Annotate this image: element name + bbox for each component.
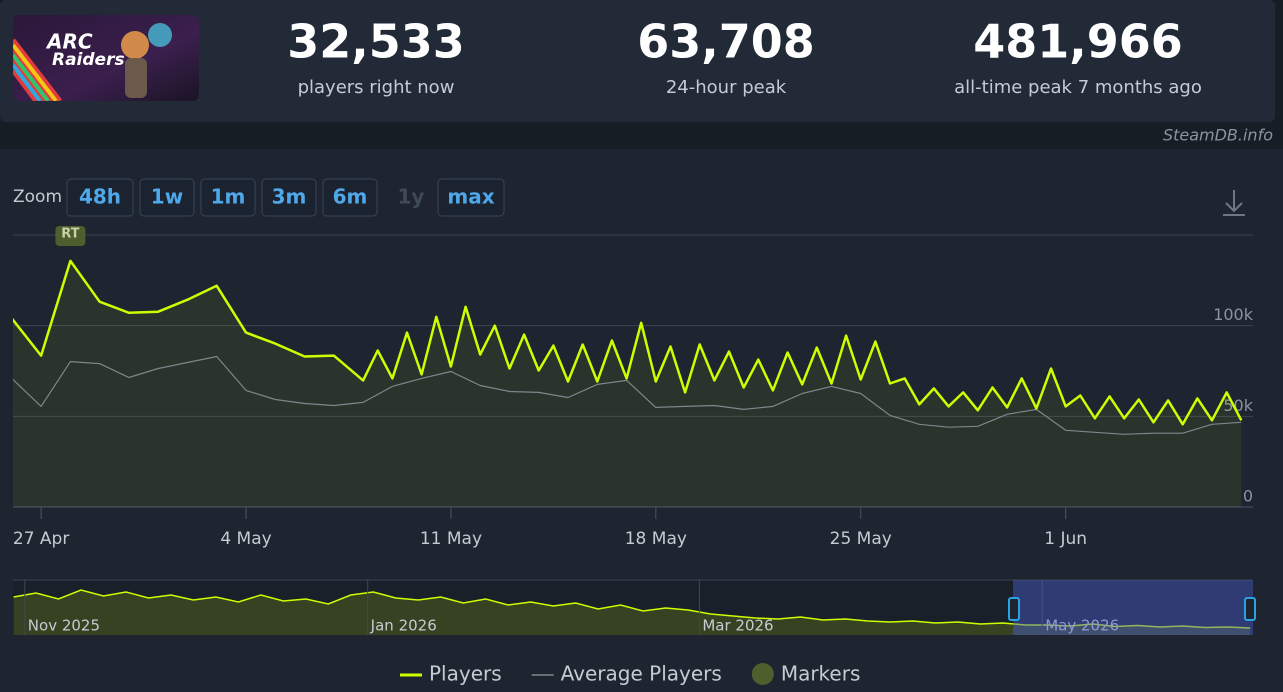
y-tick-label: 0: [1243, 487, 1253, 506]
stat-value: 481,966: [973, 15, 1183, 69]
x-tick-label: 11 May: [420, 529, 482, 549]
stat-label: players right now: [298, 77, 455, 98]
zoom-button[interactable]: [322, 178, 378, 217]
zoom-button[interactable]: [200, 178, 256, 217]
game-logo: ARC Raiders: [13, 15, 199, 101]
logo-figure: [125, 58, 147, 98]
zoom-label: Zoom: [13, 187, 62, 207]
download-icon[interactable]: [1223, 190, 1245, 216]
zoom-button-label[interactable]: 6m: [333, 185, 368, 209]
legend-label[interactable]: Average Players: [561, 662, 722, 686]
navigator-handle[interactable]: [1008, 597, 1020, 621]
x-tick-label: 25 May: [830, 529, 892, 549]
navigator-handle[interactable]: [1244, 597, 1256, 621]
navigator-tick-label: May 2026: [1045, 617, 1119, 635]
zoom-button-label[interactable]: 3m: [272, 185, 307, 209]
series-area: [13, 260, 1242, 507]
stat-value: 32,533: [287, 15, 465, 69]
marker-label: RT: [61, 227, 79, 242]
header-panel: [0, 0, 1275, 122]
zoom-button[interactable]: [261, 178, 317, 217]
logo-stripe: [13, 63, 42, 101]
zoom-button-label[interactable]: 48h: [79, 185, 121, 209]
logo-figure: [148, 23, 172, 47]
logo-stripe: [13, 43, 58, 101]
zoom-button-label: 1y: [398, 185, 425, 209]
zoom-button-label[interactable]: max: [447, 185, 494, 209]
legend-swatch: [751, 663, 774, 685]
logo-text: Raiders: [52, 50, 125, 70]
logo-text: ARC: [45, 30, 93, 54]
zoom-button[interactable]: [437, 178, 505, 217]
navigator-tick-label: Jan 2026: [370, 617, 437, 635]
credit: SteamDB.info: [1163, 126, 1273, 145]
series-line: [13, 259, 1243, 426]
zoom-button[interactable]: [66, 178, 134, 217]
legend-label[interactable]: Markers: [781, 662, 861, 686]
legend-label[interactable]: Players: [429, 662, 502, 686]
zoom-button-label[interactable]: 1w: [151, 185, 183, 209]
y-tick-label: 100k: [1213, 305, 1254, 324]
logo-stripes: [13, 38, 62, 101]
x-tick-label: 27 Apr: [13, 529, 69, 549]
x-tick-label: 4 May: [220, 529, 271, 549]
navigator-area: [13, 590, 1251, 635]
stat-label: 24-hour peak: [666, 77, 787, 98]
x-tick-label: 1 Jun: [1044, 529, 1087, 549]
logo-stripe: [13, 53, 50, 101]
stat-value: 63,708: [637, 15, 815, 69]
x-tick-label: 18 May: [625, 529, 687, 549]
plot-area: RT: [13, 226, 1243, 507]
marker-flag: [55, 226, 86, 246]
navigator-selection: [1013, 580, 1253, 635]
zoom-button[interactable]: [139, 178, 195, 217]
stat-label: all-time peak 7 months ago: [954, 77, 1202, 98]
logo-figure: [121, 31, 149, 59]
navigator-tick-label: Mar 2026: [702, 617, 773, 635]
download-glyph: [1223, 190, 1245, 216]
navigator-tick-label: Nov 2025: [28, 617, 100, 635]
zoom-button-label[interactable]: 1m: [211, 185, 246, 209]
navigator-line: [13, 589, 1251, 629]
